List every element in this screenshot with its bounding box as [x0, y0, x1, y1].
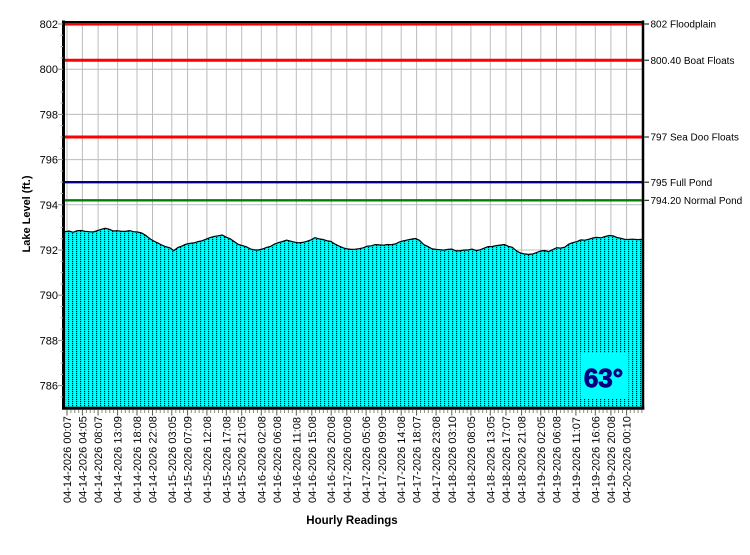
svg-text:04-17-2026 05:06: 04-17-2026 05:06 [361, 416, 373, 503]
svg-text:792: 792 [40, 245, 58, 257]
svg-text:04-17-2026 18:07: 04-17-2026 18:07 [412, 416, 424, 503]
svg-text:04-18-2026 17:07: 04-18-2026 17:07 [501, 416, 513, 503]
svg-text:04-19-2026 20:08: 04-19-2026 20:08 [606, 416, 618, 503]
svg-text:796: 796 [40, 155, 58, 167]
svg-text:797 Sea Doo Floats: 797 Sea Doo Floats [651, 133, 739, 144]
svg-text:04-15-2026 21:05: 04-15-2026 21:05 [237, 416, 249, 503]
svg-text:04-18-2026 13:05: 04-18-2026 13:05 [485, 416, 497, 503]
svg-text:04-14-2026 22:08: 04-14-2026 22:08 [148, 416, 160, 503]
svg-text:04-16-2026 06:08: 04-16-2026 06:08 [272, 416, 284, 503]
svg-text:04-19-2026 16:06: 04-19-2026 16:06 [590, 416, 602, 503]
svg-text:04-16-2026 02:08: 04-16-2026 02:08 [256, 416, 268, 503]
svg-text:04-16-2026 20:08: 04-16-2026 20:08 [326, 416, 338, 503]
svg-text:04-19-2026 02:05: 04-19-2026 02:05 [536, 416, 548, 503]
svg-text:04-19-2026 06:08: 04-19-2026 06:08 [552, 416, 564, 503]
svg-text:802: 802 [40, 19, 58, 31]
svg-text:802 Floodplain: 802 Floodplain [651, 20, 717, 31]
svg-text:Lake Level (ft.): Lake Level (ft.) [21, 175, 33, 252]
svg-text:795 Full Pond: 795 Full Pond [651, 178, 713, 189]
svg-text:04-16-2026 11:08: 04-16-2026 11:08 [291, 417, 303, 503]
svg-text:786: 786 [40, 381, 58, 393]
svg-text:04-15-2026 07:09: 04-15-2026 07:09 [183, 416, 195, 503]
svg-text:800.40 Boat Floats: 800.40 Boat Floats [651, 56, 735, 67]
svg-text:04-18-2026 08:05: 04-18-2026 08:05 [466, 416, 478, 503]
svg-text:04-17-2026 00:08: 04-17-2026 00:08 [342, 416, 354, 503]
svg-text:04-17-2026 09:09: 04-17-2026 09:09 [377, 416, 389, 503]
svg-text:788: 788 [40, 335, 58, 347]
svg-text:04-14-2026 13:09: 04-14-2026 13:09 [113, 416, 125, 503]
svg-text:794: 794 [40, 200, 58, 212]
svg-text:04-14-2026 04:05: 04-14-2026 04:05 [77, 416, 89, 503]
svg-text:04-20-2026 00:10: 04-20-2026 00:10 [622, 416, 634, 503]
svg-text:04-17-2026 14:08: 04-17-2026 14:08 [396, 416, 408, 503]
svg-text:04-18-2026 21:08: 04-18-2026 21:08 [517, 416, 529, 503]
svg-text:798: 798 [40, 109, 58, 121]
svg-text:790: 790 [40, 290, 58, 302]
svg-text:04-14-2026 18:08: 04-14-2026 18:08 [132, 416, 144, 503]
svg-text:04-15-2026 03:05: 04-15-2026 03:05 [167, 416, 179, 503]
svg-text:63°: 63° [584, 363, 623, 393]
svg-text:Hourly Readings: Hourly Readings [306, 515, 397, 527]
svg-text:04-14-2026 08:07: 04-14-2026 08:07 [93, 416, 105, 503]
svg-text:800: 800 [40, 64, 58, 76]
svg-text:04-16-2026 15:08: 04-16-2026 15:08 [307, 416, 319, 503]
svg-text:04-19-2026 11:07: 04-19-2026 11:07 [571, 417, 583, 503]
svg-text:04-15-2026 12:08: 04-15-2026 12:08 [202, 416, 214, 503]
svg-text:794.20 Normal Pond: 794.20 Normal Pond [651, 196, 743, 207]
svg-text:04-14-2026 00:07: 04-14-2026 00:07 [62, 416, 74, 503]
svg-text:04-17-2026 23:08: 04-17-2026 23:08 [431, 416, 443, 503]
svg-text:04-15-2026 17:08: 04-15-2026 17:08 [221, 416, 233, 503]
svg-text:04-18-2026 03:10: 04-18-2026 03:10 [447, 416, 459, 503]
